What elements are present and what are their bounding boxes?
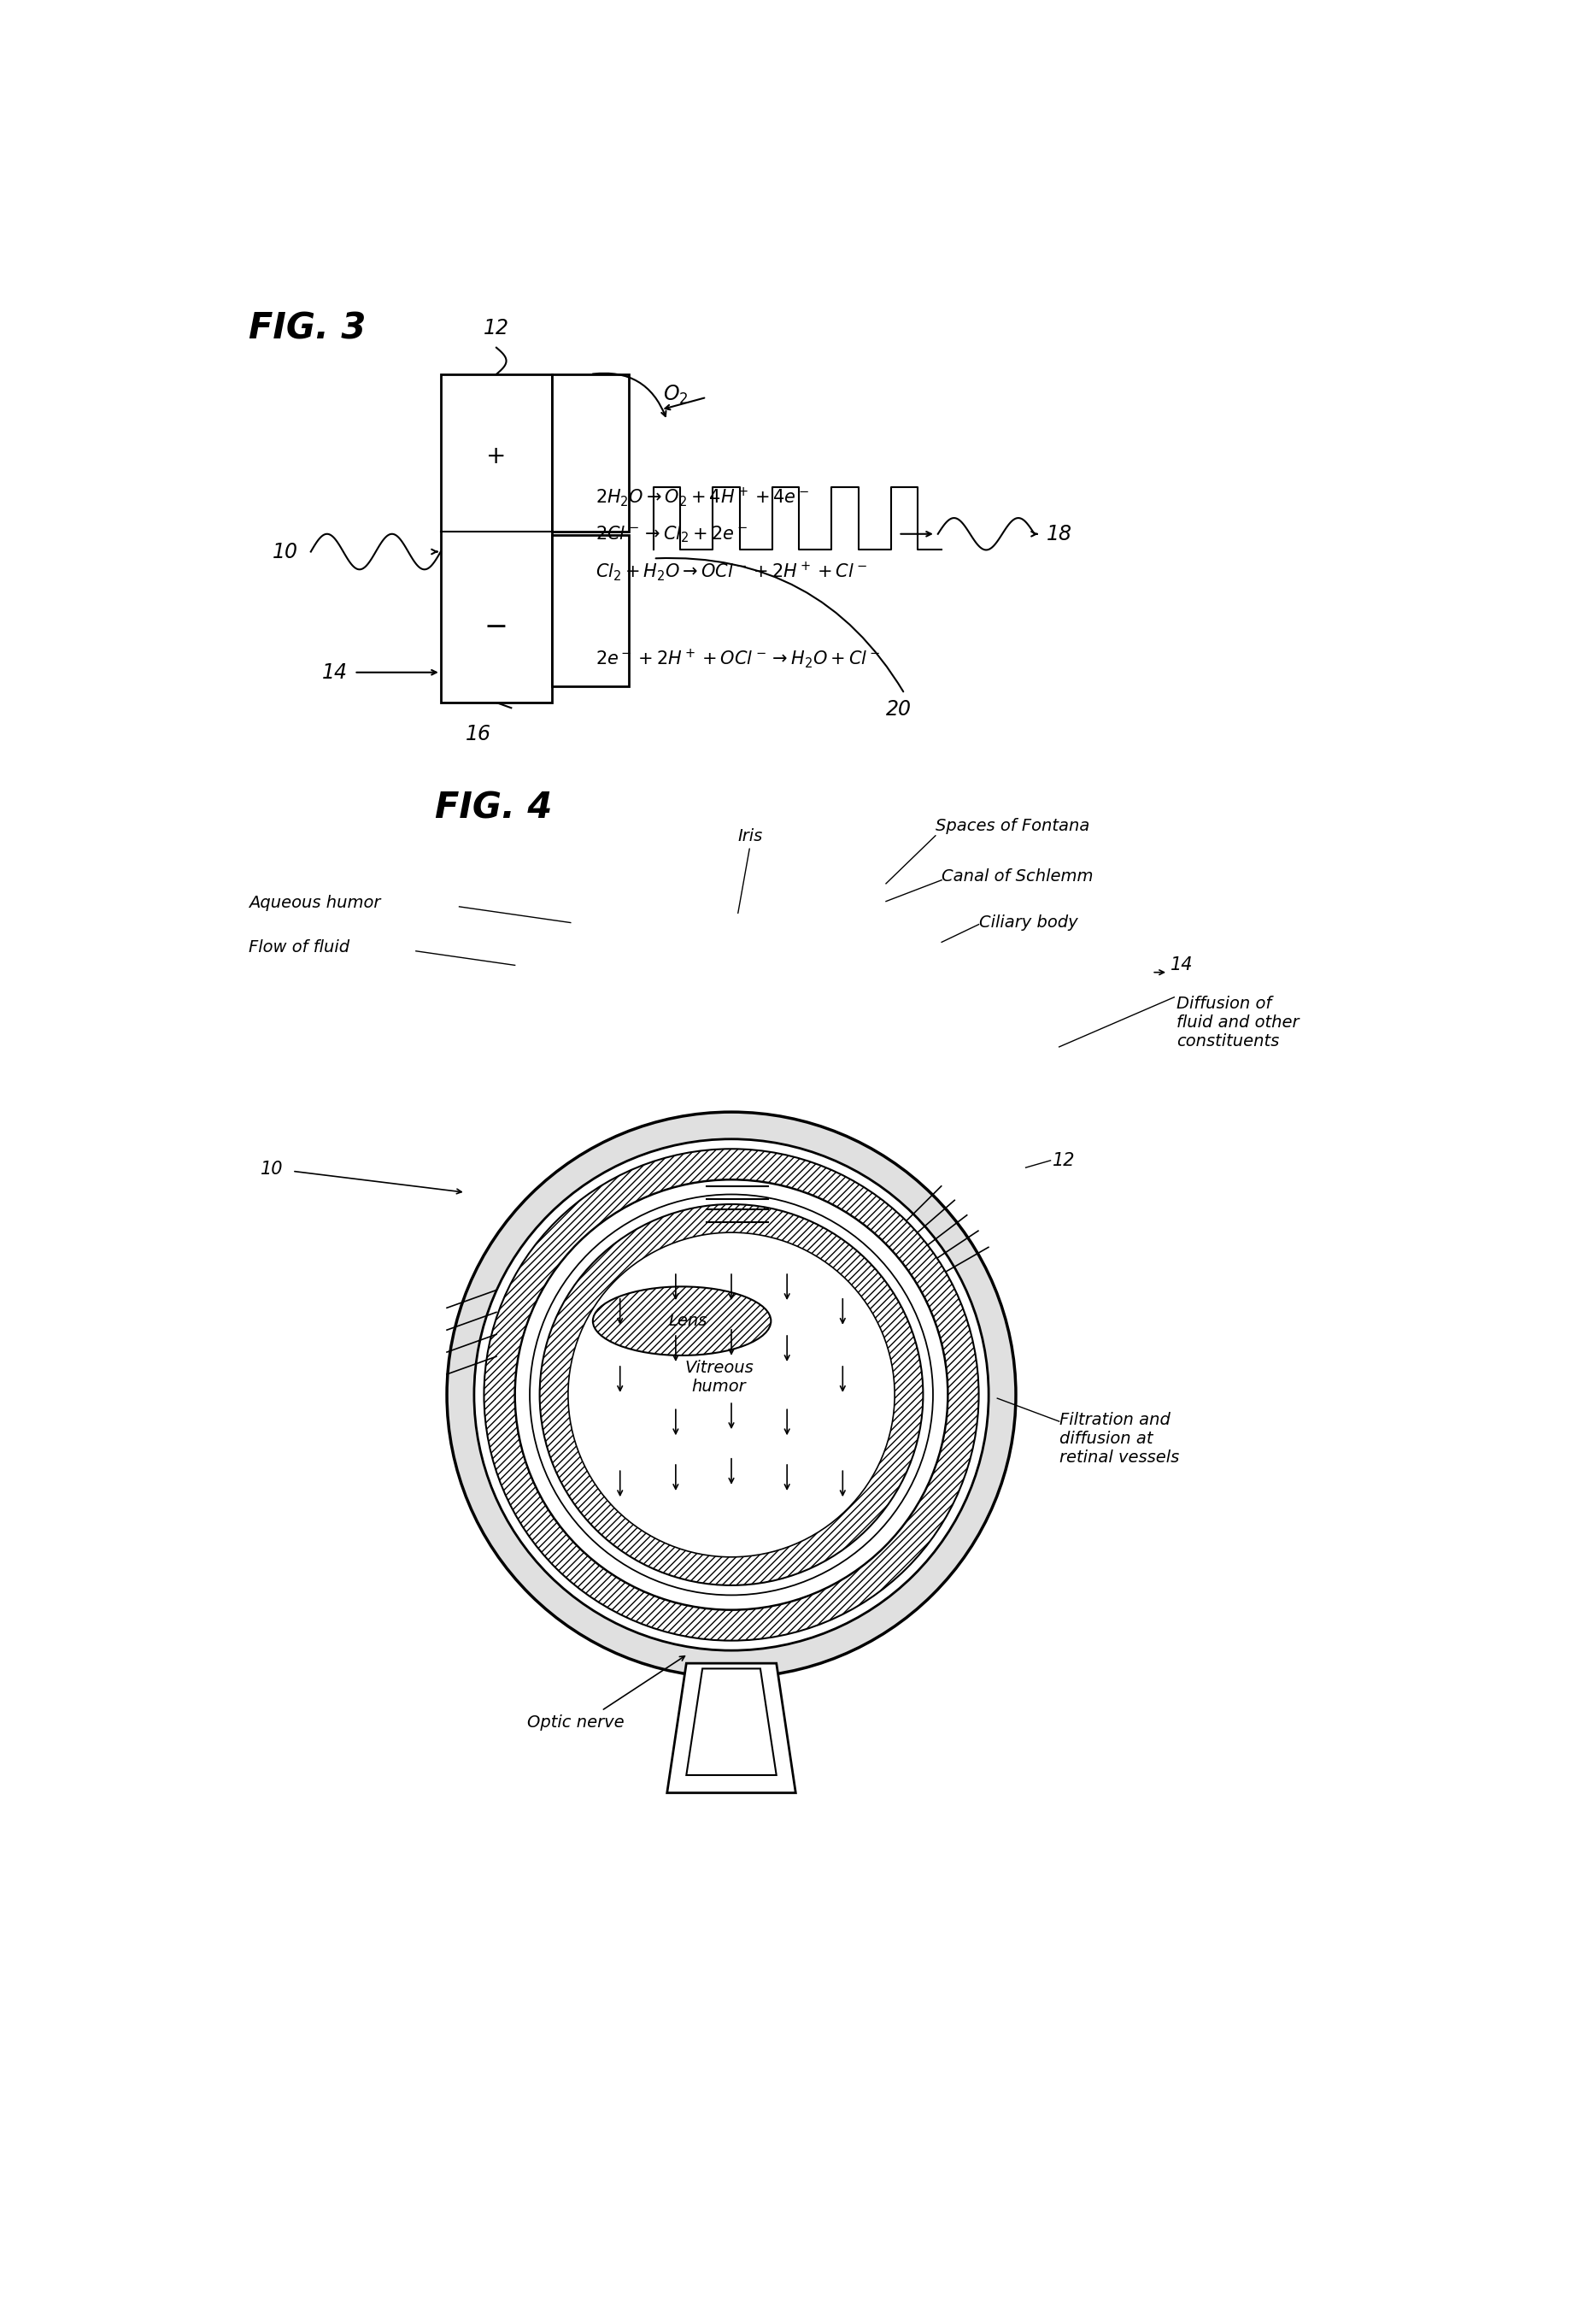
Text: $Cl_2+H_2O \rightarrow OCl^-+2H^++Cl^-$: $Cl_2+H_2O \rightarrow OCl^-+2H^++Cl^-$ [595, 560, 867, 583]
Text: Lens: Lens [669, 1314, 707, 1330]
Text: 10: 10 [273, 542, 298, 562]
Text: Canal of Schlemm: Canal of Schlemm [942, 869, 1093, 885]
Bar [552, 373, 629, 532]
Text: −: − [485, 613, 508, 641]
Text: FIG. 3: FIG. 3 [249, 311, 367, 346]
Text: 16: 16 [466, 724, 492, 745]
Ellipse shape [530, 1194, 934, 1595]
Text: $2e^-+2H^++OCl^- \rightarrow H_2O+Cl^-$: $2e^-+2H^++OCl^- \rightarrow H_2O+Cl^-$ [595, 648, 881, 671]
Text: 20: 20 [886, 698, 911, 719]
Text: 14: 14 [1170, 957, 1194, 973]
Text: Vitreous
humor: Vitreous humor [685, 1360, 753, 1395]
Text: Filtration and
diffusion at
retinal vessels: Filtration and diffusion at retinal vess… [1060, 1413, 1179, 1466]
Text: Iris: Iris [737, 827, 763, 844]
Text: 14: 14 [322, 662, 348, 682]
Text: +: + [487, 445, 506, 468]
Bar [440, 373, 552, 703]
Text: 18: 18 [1047, 523, 1073, 544]
Text: 10: 10 [262, 1162, 284, 1178]
Text: Aqueous humor: Aqueous humor [249, 894, 381, 910]
Ellipse shape [474, 1139, 988, 1650]
Text: +: + [559, 544, 575, 560]
Text: 12: 12 [484, 318, 509, 339]
Text: Ciliary body: Ciliary body [978, 915, 1077, 931]
Text: $O_2$: $O_2$ [662, 383, 688, 406]
Text: FIG. 4: FIG. 4 [434, 791, 552, 825]
Text: $2H_2O \rightarrow O_2+4H^++4e^-$: $2H_2O \rightarrow O_2+4H^++4e^-$ [595, 484, 809, 507]
Ellipse shape [516, 1180, 948, 1609]
Text: 12: 12 [1053, 1152, 1076, 1169]
Polygon shape [686, 1669, 776, 1775]
Polygon shape [667, 1664, 796, 1793]
Ellipse shape [447, 1111, 1017, 1678]
Text: Flow of fluid: Flow of fluid [249, 940, 350, 957]
Ellipse shape [539, 1203, 922, 1586]
Ellipse shape [568, 1233, 895, 1556]
Text: Spaces of Fontana: Spaces of Fontana [935, 818, 1090, 834]
Ellipse shape [592, 1286, 771, 1355]
Bar [552, 535, 629, 687]
Text: Optic nerve: Optic nerve [527, 1715, 624, 1731]
Text: Diffusion of
fluid and other
constituents: Diffusion of fluid and other constituent… [1176, 996, 1299, 1049]
Ellipse shape [484, 1148, 978, 1641]
Text: $2Cl^- \rightarrow Cl_2+2e^-$: $2Cl^- \rightarrow Cl_2+2e^-$ [595, 523, 747, 544]
